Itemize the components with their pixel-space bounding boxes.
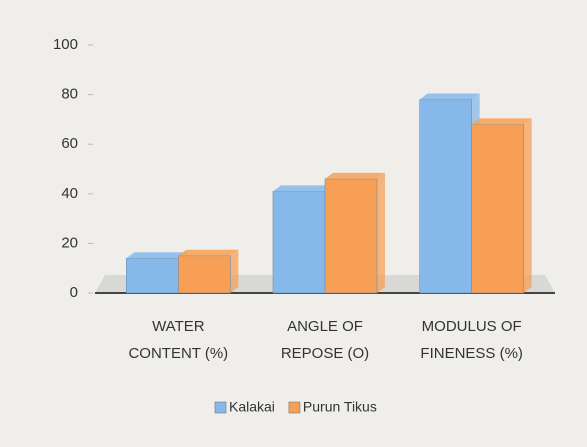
- legend-swatch: [288, 401, 301, 414]
- bar-top: [471, 118, 532, 125]
- legend-swatch: [214, 401, 227, 414]
- bar: [272, 191, 326, 294]
- bar-top: [273, 185, 333, 192]
- bar-top: [126, 252, 187, 259]
- bar: [178, 255, 231, 294]
- x-tick-label: CONTENT (%): [128, 345, 228, 362]
- y-tick-label: 20: [61, 234, 78, 251]
- y-tick-label: 100: [53, 36, 78, 53]
- bar: [324, 178, 378, 294]
- legend-label: Purun Tikus: [303, 399, 377, 415]
- bar: [126, 257, 179, 294]
- bar: [471, 124, 524, 294]
- legend-label: Kalakai: [229, 399, 275, 415]
- bar-top: [325, 172, 385, 179]
- y-tick-label: 40: [61, 185, 78, 202]
- x-tick-label: REPOSE (O): [281, 345, 369, 362]
- bar-side: [523, 118, 532, 293]
- x-tick-label: MODULUS OF: [422, 318, 522, 335]
- x-tick-label: ANGLE OF: [287, 318, 363, 335]
- x-tick-label: WATER: [152, 318, 205, 335]
- bar: [419, 99, 472, 294]
- bar-side: [230, 249, 239, 293]
- bar-top: [419, 93, 480, 100]
- bar-top: [178, 249, 239, 256]
- y-tick-label: 80: [61, 86, 78, 103]
- y-tick-label: 60: [61, 135, 78, 152]
- x-tick-label: FINENESS (%): [420, 345, 523, 362]
- y-tick-label: 0: [70, 284, 78, 301]
- bar-side: [377, 172, 385, 293]
